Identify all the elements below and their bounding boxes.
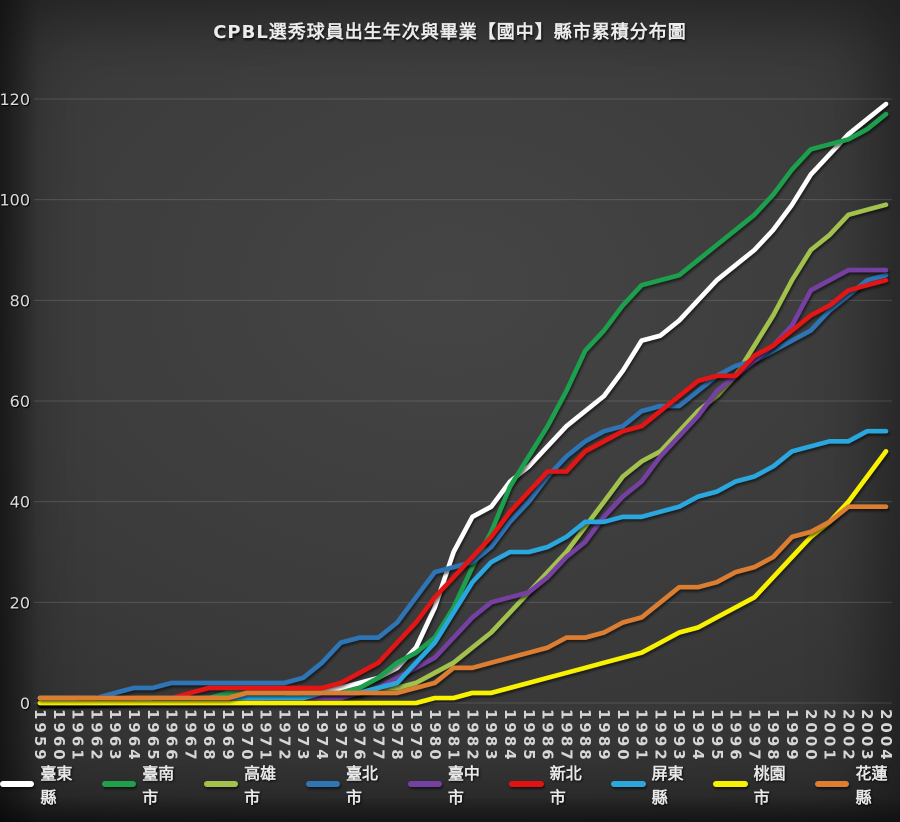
x-axis-label: 1996 — [727, 709, 745, 763]
legend-label: 臺南市 — [142, 764, 175, 807]
x-axis-label: 1997 — [745, 709, 763, 763]
x-axis-label: 1981 — [445, 709, 463, 763]
legend-label: 高雄市 — [244, 764, 277, 807]
series-line-花蓮縣 — [37, 504, 889, 701]
legend-item: 高雄市 — [203, 760, 289, 808]
x-axis-label: 2002 — [839, 709, 857, 763]
x-axis-label: 1983 — [482, 709, 500, 763]
x-axis-label: 1987 — [557, 709, 575, 763]
x-axis-label: 1991 — [633, 709, 651, 763]
legend-label: 臺東縣 — [40, 764, 73, 807]
x-axis-label: 1964 — [125, 709, 143, 763]
legend-item: 臺中市 — [407, 760, 493, 808]
x-axis-label: 1959 — [31, 709, 49, 763]
legend: 臺東縣 臺南市 高雄市 臺北市 臺中市 新北市 屏東縣 桃園市 花蓮縣 — [0, 760, 900, 808]
x-axis-label: 1963 — [106, 709, 124, 763]
legend-item: 臺南市 — [101, 760, 187, 808]
legend-swatch — [0, 781, 35, 787]
legend-label: 桃園市 — [753, 764, 786, 807]
legend-swatch — [509, 781, 544, 787]
x-axis-label: 1989 — [595, 709, 613, 763]
x-axis-label: 2001 — [821, 709, 839, 763]
x-axis-label: 1970 — [238, 709, 256, 763]
legend-item: 新北市 — [509, 760, 594, 808]
x-axis-label: 1973 — [294, 709, 312, 763]
series-line-臺南市 — [37, 111, 889, 706]
x-axis-label: 1972 — [275, 709, 293, 763]
x-axis-label: 2000 — [802, 709, 820, 763]
legend-swatch — [713, 781, 748, 787]
grid-layer — [34, 98, 892, 704]
data-series — [37, 101, 889, 706]
legend-swatch — [101, 781, 137, 787]
x-axis-label: 1985 — [520, 709, 538, 763]
x-axis-label: 1962 — [87, 709, 105, 763]
x-axis-label: 1968 — [200, 709, 218, 763]
x-axis-label: 1976 — [351, 709, 369, 763]
x-axis-label: 1960 — [50, 709, 68, 763]
legend-item: 臺北市 — [305, 760, 391, 808]
x-axis-label: 1998 — [764, 709, 782, 763]
x-axis-label: 1966 — [163, 709, 181, 763]
legend-item: 花蓮縣 — [815, 760, 900, 808]
x-axis-label: 1975 — [332, 709, 350, 763]
x-axis-label: 1993 — [670, 709, 688, 763]
legend-swatch — [611, 781, 646, 787]
y-axis-label: 40 — [10, 493, 30, 512]
series-line-新北市 — [37, 277, 889, 706]
x-axis-label: 1977 — [369, 709, 387, 763]
x-axis-label: 1990 — [614, 709, 632, 763]
y-axis-label: 100 — [0, 191, 30, 210]
x-axis-label: 1984 — [501, 709, 519, 763]
legend-label: 新北市 — [549, 764, 582, 807]
x-axis-label: 1994 — [689, 709, 707, 763]
y-axis-label: 20 — [10, 593, 30, 612]
y-axis-label: 120 — [0, 90, 30, 109]
x-axis-label: 2004 — [877, 709, 895, 763]
x-axis-label: 1961 — [69, 709, 87, 763]
x-axis-label: 1982 — [463, 709, 481, 763]
x-axis-label: 1971 — [257, 709, 275, 763]
legend-item: 桃園市 — [713, 760, 798, 808]
x-axis-label: 1992 — [651, 709, 669, 763]
x-axis-label: 2003 — [858, 709, 876, 763]
legend-item: 臺東縣 — [0, 760, 85, 808]
legend-swatch — [815, 781, 850, 787]
x-axis-label: 1974 — [313, 709, 331, 763]
x-axis-label: 1986 — [539, 709, 557, 763]
legend-label: 臺中市 — [447, 764, 480, 807]
y-axis-label: 0 — [20, 694, 30, 713]
series-line-桃園市 — [37, 448, 889, 706]
x-axis-label: 1969 — [219, 709, 237, 763]
x-axis-label: 1979 — [407, 709, 425, 763]
x-axis-label: 1965 — [144, 709, 162, 763]
y-axis-label: 60 — [10, 392, 30, 411]
y-axis-label: 80 — [10, 291, 30, 310]
legend-label: 臺北市 — [346, 764, 379, 807]
legend-swatch — [407, 781, 442, 787]
x-axis-label: 1999 — [783, 709, 801, 763]
legend-item: 屏東縣 — [611, 760, 696, 808]
legend-label: 花蓮縣 — [855, 764, 888, 807]
x-axis-label: 1978 — [388, 709, 406, 763]
legend-swatch — [203, 781, 239, 787]
x-axis-label: 1980 — [426, 709, 444, 763]
legend-label: 屏東縣 — [651, 764, 684, 807]
x-axis-label: 1995 — [708, 709, 726, 763]
x-axis-label: 1988 — [576, 709, 594, 763]
chart-title: CPBL選秀球員出生年次與畢業【國中】縣市累積分布圖 — [213, 22, 687, 43]
legend-swatch — [305, 781, 340, 787]
x-axis-label: 1967 — [181, 709, 199, 763]
